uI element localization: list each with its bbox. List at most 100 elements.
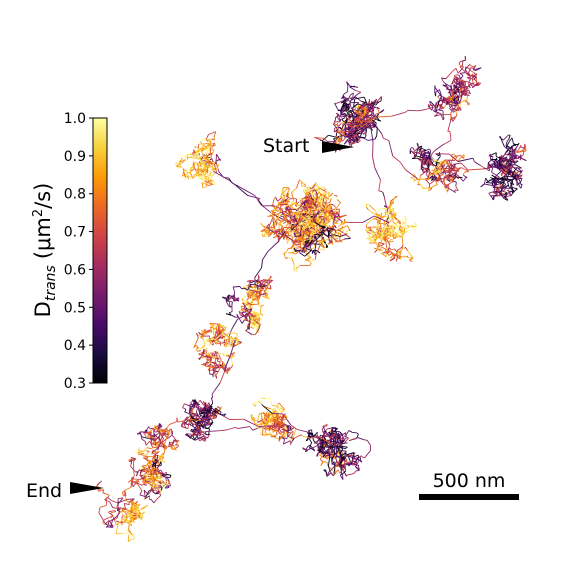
trajectory-segment	[353, 134, 357, 137]
trajectory-segment	[211, 166, 214, 172]
trajectory-segment	[318, 216, 323, 220]
trajectory-segment	[366, 126, 374, 128]
trajectory-segment	[280, 193, 283, 199]
trajectory-segment	[358, 127, 361, 131]
trajectory-segment	[469, 77, 475, 80]
trajectory-segment	[336, 210, 340, 214]
trajectory-segment	[307, 259, 310, 262]
trajectory-segment	[488, 191, 495, 194]
trajectory-segment	[501, 163, 504, 166]
trajectory-segment	[399, 228, 403, 231]
trajectory-segment	[375, 115, 392, 118]
trajectory-segment	[267, 230, 273, 236]
trajectory-segment	[186, 175, 190, 180]
trajectory-segment	[427, 169, 431, 173]
trajectory-segment	[363, 131, 366, 135]
trajectory-segment	[458, 64, 464, 68]
trajectory-segment	[353, 123, 358, 126]
trajectory-segment	[454, 162, 462, 165]
trajectory-segment	[356, 111, 360, 115]
trajectory-segment	[261, 233, 264, 237]
trajectory-segment	[337, 108, 339, 110]
trajectory-segment	[503, 177, 507, 183]
trajectory-segment	[328, 195, 331, 198]
trajectory-segment	[341, 134, 346, 137]
trajectory-segment	[337, 214, 340, 217]
trajectory-segment	[393, 212, 396, 217]
trajectory-segment	[375, 248, 379, 251]
trajectory-segment	[309, 246, 316, 251]
trajectory-segment	[500, 156, 508, 164]
trajectory-segment	[323, 138, 328, 142]
trajectory-segment	[352, 94, 357, 99]
trajectory-segment	[443, 162, 447, 164]
trajectory-segment	[189, 166, 192, 170]
trajectory-segment	[302, 231, 305, 235]
trajectory-segment	[311, 243, 320, 245]
trajectory-segment	[318, 210, 324, 212]
trajectory-segment	[452, 85, 455, 89]
trajectory-segment	[512, 188, 518, 194]
trajectory-segment	[333, 119, 337, 125]
trajectory-segment	[446, 88, 452, 91]
trajectory-segment	[459, 73, 464, 76]
trajectory-segment	[508, 137, 513, 142]
trajectory-segment	[464, 72, 470, 77]
trajectory-segment	[333, 210, 337, 214]
trajectory-segment	[375, 214, 379, 218]
trajectory-segment	[398, 226, 401, 231]
trajectory-segment	[207, 138, 211, 142]
trajectory-segment	[295, 227, 305, 230]
trajectory-segment	[397, 256, 401, 260]
trajectory-segment	[379, 109, 385, 114]
trajectory-segment	[448, 178, 454, 182]
trajectory-segment	[314, 241, 317, 251]
trajectory-segment	[197, 150, 202, 154]
trajectory-segment	[313, 210, 316, 214]
trajectory-segment	[372, 104, 375, 107]
trajectory-segment	[507, 139, 509, 142]
trajectory-segment	[409, 147, 412, 151]
trajectory-segment	[435, 159, 439, 162]
trajectory-segment	[509, 154, 511, 160]
trajectory-segment	[502, 183, 504, 187]
trajectory-segment	[383, 137, 389, 141]
trajectory-segment	[470, 65, 475, 68]
trajectory-segment	[342, 131, 347, 137]
trajectory-segment	[452, 117, 456, 122]
trajectory-segment	[335, 114, 339, 119]
trajectory-segment	[435, 161, 438, 167]
trajectory-segment	[339, 239, 343, 243]
trajectory-segment	[202, 153, 207, 160]
trajectory-segment	[436, 184, 438, 186]
trajectory-segment	[208, 148, 214, 152]
trajectory-segment	[489, 184, 495, 187]
trajectory-segment	[353, 124, 359, 128]
trajectory-segment	[510, 185, 514, 193]
trajectory-segment	[305, 227, 313, 230]
trajectory-segment	[508, 179, 513, 182]
trajectory-segment	[283, 252, 286, 259]
trajectory-segment	[304, 259, 309, 262]
trajectory-segment	[378, 242, 385, 245]
trajectory-segment	[277, 197, 282, 202]
trajectory-segment	[273, 197, 276, 201]
trajectory-segment	[186, 170, 189, 174]
trajectory-segment	[353, 103, 358, 108]
trajectory-segment	[212, 143, 215, 146]
trajectory-segment	[419, 175, 421, 177]
trajectory-segment	[201, 143, 204, 149]
trajectory-segment	[360, 105, 363, 108]
trajectory-segment	[476, 82, 482, 87]
trajectory-segment	[320, 242, 330, 246]
trajectory-segment	[378, 222, 386, 225]
trajectory-segment	[451, 90, 454, 96]
trajectory-segment	[307, 231, 311, 237]
trajectory-segment	[388, 213, 392, 218]
trajectory-segment	[205, 152, 210, 160]
trajectory-segment	[460, 75, 464, 80]
trajectory-segment	[495, 155, 502, 160]
trajectory-segment	[420, 160, 423, 168]
trajectory-segment	[378, 129, 383, 134]
trajectory-segment	[360, 130, 362, 132]
